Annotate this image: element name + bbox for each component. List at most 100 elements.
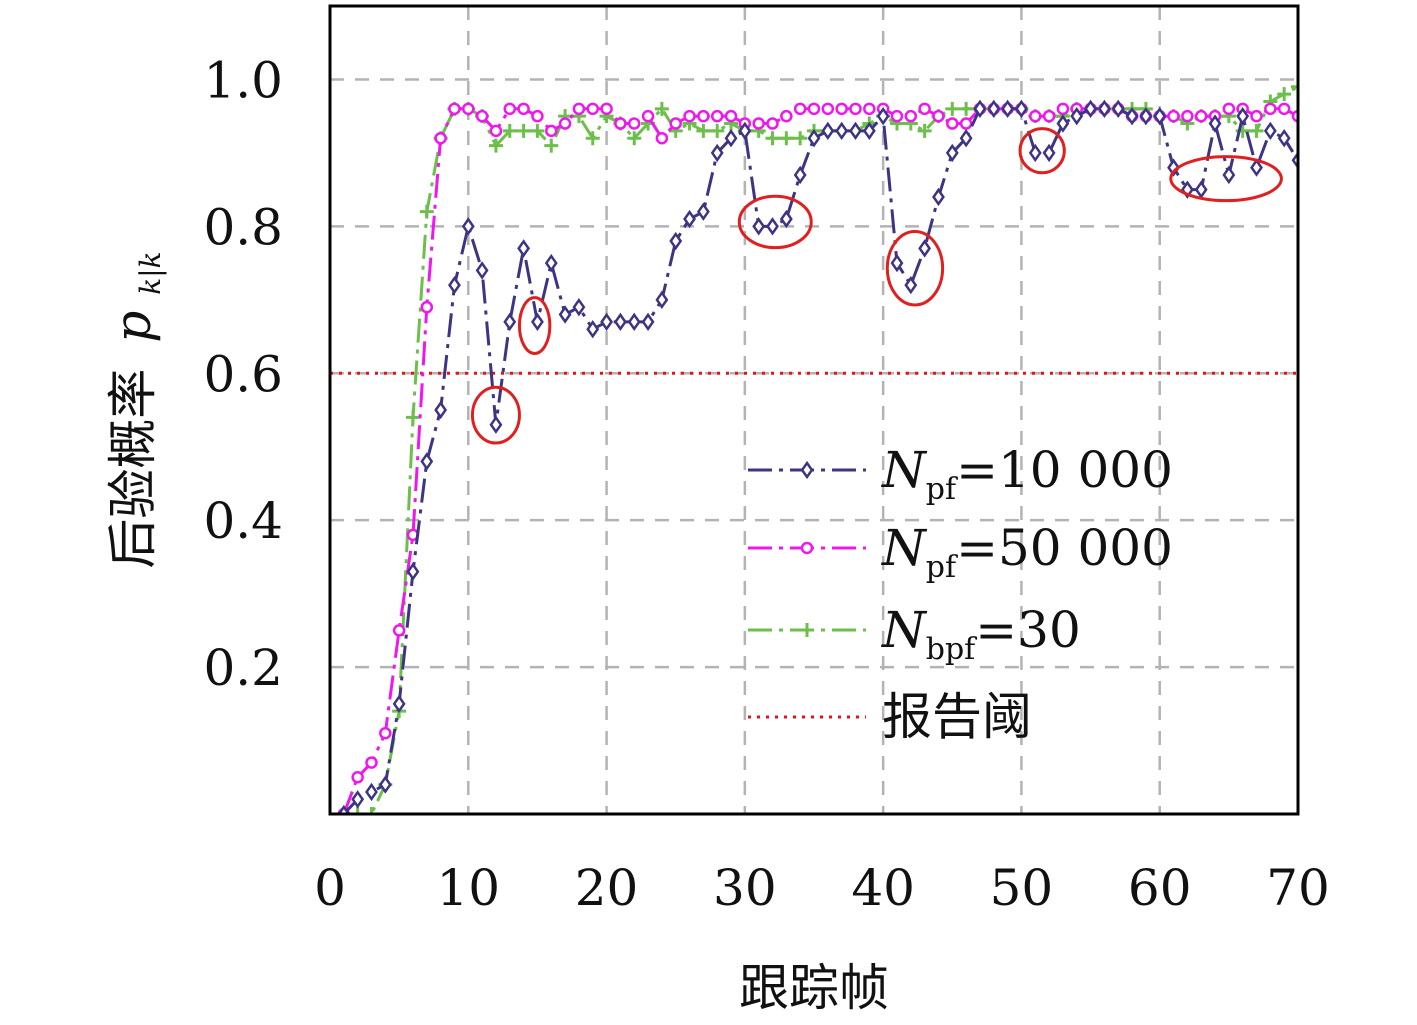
data-point [710, 143, 724, 163]
data-point [586, 102, 599, 116]
data-point [502, 123, 517, 138]
highlight-ellipse [1169, 155, 1283, 203]
data-point [1111, 99, 1125, 119]
data-point [1250, 158, 1263, 177]
data-point [765, 131, 780, 146]
data-point [779, 209, 793, 229]
data-point [766, 117, 779, 130]
data-point [821, 121, 835, 141]
data-point [350, 807, 365, 814]
legend-label-symbol: N [881, 519, 928, 577]
y-axis-symbol: p [104, 311, 162, 343]
legend-entry-threshold: 报告阈 [748, 688, 1032, 746]
legend-label: Npf=50 000 [881, 519, 1173, 585]
data-point [627, 312, 641, 332]
data-point [1042, 143, 1056, 163]
data-point [1194, 180, 1208, 199]
data-point [489, 415, 503, 434]
data-point [1001, 99, 1015, 119]
data-point [655, 290, 669, 309]
data-point [406, 562, 420, 581]
data-point [1070, 107, 1084, 126]
legend-label-subscript: pf [926, 550, 958, 585]
data-point [932, 187, 945, 207]
data-point [849, 121, 862, 141]
data-point [918, 102, 931, 116]
data-point [959, 117, 973, 130]
x-tick-label: 30 [713, 859, 777, 917]
data-point [710, 123, 725, 138]
data-point [793, 165, 807, 185]
data-point [683, 209, 696, 229]
data-point [793, 131, 808, 146]
data-point [558, 305, 572, 324]
y-tick-labels: 0.2 0.4 0.6 0.8 1.0 [203, 51, 283, 697]
data-point [351, 790, 365, 809]
data-point [461, 217, 475, 236]
data-point [1181, 109, 1194, 123]
data-point [863, 102, 876, 116]
y-axis-label-group: 后验概率 p k|k [104, 251, 167, 568]
legend-label: Npf=10 000 [881, 441, 1173, 507]
data-point [419, 204, 434, 219]
x-tick-label: 50 [990, 859, 1054, 917]
data-point [1139, 107, 1153, 126]
highlight-ellipse [470, 385, 521, 445]
y-tick-label: 0.8 [203, 198, 283, 256]
highlight-ellipse [517, 296, 552, 355]
data-point [337, 804, 351, 814]
data-point [1208, 114, 1222, 133]
data-point [544, 253, 558, 273]
data-point [627, 117, 641, 130]
x-tick-label: 60 [1128, 859, 1192, 917]
legend-marker [800, 623, 814, 637]
data-point [946, 117, 959, 130]
data-point [503, 312, 517, 332]
data-point [752, 117, 765, 130]
data-point [1249, 123, 1264, 138]
data-point [1167, 158, 1180, 177]
legend-label-rest: =50 000 [956, 519, 1173, 577]
data-point [1042, 109, 1056, 123]
y-tick-label: 1.0 [203, 51, 283, 109]
data-point [945, 101, 960, 116]
data-point [1250, 109, 1263, 123]
data-point [890, 253, 904, 273]
data-point [904, 275, 918, 295]
data-point [585, 131, 600, 146]
data-point [959, 101, 974, 116]
data-point [987, 99, 1001, 119]
data-point [807, 129, 821, 148]
data-point [475, 261, 489, 280]
data-point [918, 239, 932, 258]
data-point [1222, 165, 1236, 185]
data-point [835, 121, 849, 141]
x-tick-label: 40 [851, 859, 915, 917]
data-point [890, 109, 904, 123]
legend-entry: Nbpf=30 [748, 601, 1081, 667]
x-tick-label: 70 [1266, 859, 1330, 917]
data-point [1264, 102, 1277, 116]
data-point [545, 124, 558, 138]
data-point [1029, 109, 1042, 123]
series-group [336, 79, 1298, 814]
data-point [1084, 99, 1097, 119]
data-point [766, 217, 779, 236]
legend-entry: Npf=50 000 [748, 519, 1173, 585]
legend-marker [800, 541, 814, 555]
data-point [1167, 109, 1180, 123]
x-axis-label: 跟踪帧 [739, 959, 889, 1017]
data-point [696, 202, 710, 221]
data-point [365, 782, 378, 802]
legend-label-rest: =10 000 [956, 441, 1173, 499]
data-point [945, 143, 959, 163]
data-point [973, 99, 987, 119]
data-point [420, 300, 434, 314]
data-point [351, 771, 364, 784]
data-point [600, 312, 613, 332]
legend-label-symbol: N [881, 441, 928, 499]
highlight-ellipse [885, 230, 945, 307]
data-point [1263, 121, 1277, 141]
data-point [752, 217, 766, 236]
data-point [876, 107, 890, 126]
